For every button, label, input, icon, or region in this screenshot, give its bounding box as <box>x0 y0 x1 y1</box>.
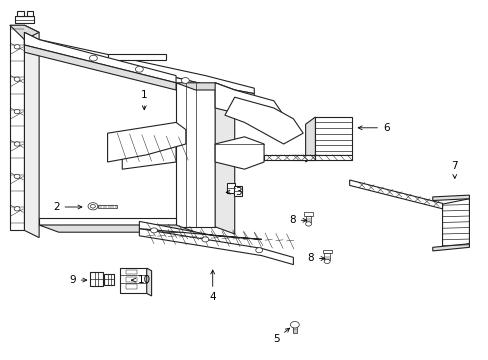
Polygon shape <box>315 117 351 155</box>
Polygon shape <box>224 97 303 144</box>
Text: 2: 2 <box>53 202 81 212</box>
Bar <box>292 325 296 333</box>
Polygon shape <box>107 122 185 162</box>
Polygon shape <box>432 244 468 251</box>
Polygon shape <box>139 229 293 265</box>
Bar <box>227 183 235 193</box>
Circle shape <box>181 78 189 84</box>
Polygon shape <box>24 32 254 94</box>
Polygon shape <box>15 16 34 23</box>
Polygon shape <box>104 274 114 285</box>
Polygon shape <box>24 45 176 90</box>
Text: 4: 4 <box>209 270 216 302</box>
Polygon shape <box>10 25 24 230</box>
Polygon shape <box>90 272 102 286</box>
Polygon shape <box>107 54 166 60</box>
Circle shape <box>14 207 20 211</box>
Circle shape <box>89 55 97 61</box>
Bar <box>233 186 241 196</box>
Polygon shape <box>176 83 215 227</box>
Bar <box>322 250 331 253</box>
Polygon shape <box>24 32 176 83</box>
Text: 6: 6 <box>358 123 389 133</box>
Polygon shape <box>27 11 33 16</box>
Circle shape <box>88 203 98 210</box>
Circle shape <box>202 237 208 242</box>
Circle shape <box>305 222 311 226</box>
Polygon shape <box>176 83 234 90</box>
Circle shape <box>14 45 20 49</box>
Polygon shape <box>24 38 254 101</box>
Circle shape <box>14 142 20 146</box>
Polygon shape <box>10 25 39 40</box>
Circle shape <box>290 321 299 328</box>
Circle shape <box>255 248 262 253</box>
Bar <box>324 253 329 260</box>
Text: 1: 1 <box>141 90 147 110</box>
Polygon shape <box>215 83 234 234</box>
Polygon shape <box>17 11 24 16</box>
Polygon shape <box>146 268 151 296</box>
Polygon shape <box>39 225 195 232</box>
Text: 10: 10 <box>131 275 150 285</box>
Polygon shape <box>264 155 315 160</box>
Circle shape <box>135 66 143 72</box>
Bar <box>126 284 137 289</box>
Bar <box>305 216 311 222</box>
Bar <box>98 205 117 208</box>
Polygon shape <box>24 25 39 238</box>
Circle shape <box>14 77 20 81</box>
Bar <box>126 277 137 282</box>
Bar <box>126 270 137 274</box>
Text: 8: 8 <box>306 253 324 264</box>
Text: 3: 3 <box>226 186 242 197</box>
Text: 8: 8 <box>288 215 306 225</box>
Text: 9: 9 <box>69 275 86 285</box>
Text: 7: 7 <box>450 161 457 178</box>
Polygon shape <box>305 117 315 162</box>
Polygon shape <box>39 218 176 225</box>
Polygon shape <box>442 199 468 249</box>
Polygon shape <box>122 137 176 169</box>
Circle shape <box>324 259 329 264</box>
Polygon shape <box>120 268 146 293</box>
Polygon shape <box>432 195 468 201</box>
Circle shape <box>14 109 20 114</box>
Polygon shape <box>290 155 351 160</box>
Text: 5: 5 <box>272 328 289 344</box>
Circle shape <box>14 174 20 179</box>
Polygon shape <box>215 137 264 169</box>
Polygon shape <box>139 221 261 239</box>
Bar <box>304 212 312 216</box>
Polygon shape <box>215 83 283 122</box>
Polygon shape <box>349 180 442 209</box>
Circle shape <box>150 228 157 233</box>
Circle shape <box>90 204 95 208</box>
